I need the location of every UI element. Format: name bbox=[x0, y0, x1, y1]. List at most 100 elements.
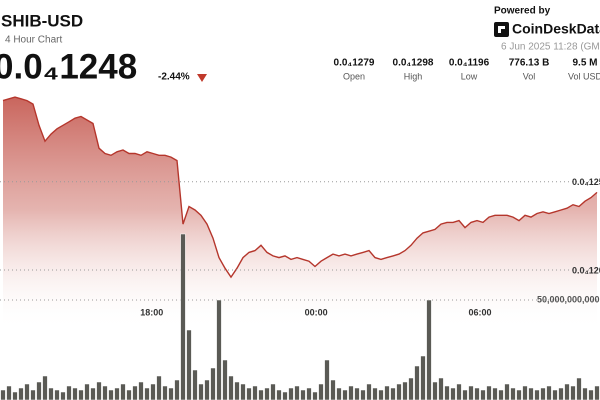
volume-bar bbox=[474, 387, 480, 400]
volume-bar bbox=[432, 381, 438, 400]
volume-bar bbox=[546, 385, 552, 400]
volume-bar bbox=[516, 389, 522, 400]
volume-bar bbox=[192, 369, 198, 400]
volume-bar bbox=[576, 377, 582, 400]
volume-bar bbox=[450, 387, 456, 400]
volume-bar bbox=[396, 383, 402, 400]
volume-bar bbox=[342, 389, 348, 400]
volume-bar bbox=[378, 389, 384, 400]
volume-bar bbox=[210, 367, 216, 400]
volume-bar bbox=[132, 385, 138, 400]
volume-bar bbox=[228, 375, 234, 400]
volume-bar bbox=[84, 383, 90, 400]
stat-value: 0.0₄1279 bbox=[334, 58, 375, 69]
volume-bar bbox=[456, 383, 462, 400]
volume-bar bbox=[168, 387, 174, 400]
volume-bar bbox=[234, 381, 240, 400]
volume-bar bbox=[324, 359, 330, 400]
x-tick-label: 18:00 bbox=[140, 307, 163, 317]
volume-bar bbox=[528, 387, 534, 400]
volume-bar bbox=[90, 387, 96, 400]
subtitle: 4 Hour Chart bbox=[5, 35, 62, 46]
volume-bar bbox=[102, 385, 108, 400]
volume-bar bbox=[96, 381, 102, 400]
volume-bar bbox=[120, 383, 126, 400]
volume-bar bbox=[108, 389, 114, 400]
volume-bar bbox=[30, 389, 36, 400]
volume-bar bbox=[246, 387, 252, 400]
volume-bar bbox=[390, 387, 396, 400]
down-arrow bbox=[197, 74, 207, 82]
volume-bar bbox=[462, 389, 468, 400]
volume-bar bbox=[144, 387, 150, 400]
volume-bar bbox=[240, 383, 246, 400]
stat-label: Low bbox=[461, 71, 478, 81]
volume-bar bbox=[156, 375, 162, 400]
volume-bar bbox=[126, 389, 132, 400]
powered-by: Powered by bbox=[494, 6, 551, 17]
volume-bar bbox=[150, 383, 156, 400]
stat-label: Vol USD bbox=[568, 71, 600, 81]
volume-bar bbox=[408, 377, 414, 400]
stat-label: Open bbox=[343, 71, 365, 81]
price-area bbox=[3, 97, 597, 400]
plot-area: 0.0₄1250.0₄12050,000,000,00012:0018:0000… bbox=[0, 96, 600, 400]
stat-value: 0.0₄1298 bbox=[393, 58, 434, 69]
brand-icon bbox=[494, 22, 509, 37]
stat-label: Vol bbox=[523, 71, 536, 81]
volume-bar bbox=[534, 389, 540, 400]
stat-value: 0.0₄1196 bbox=[449, 58, 490, 69]
volume-bar bbox=[18, 387, 24, 400]
volume-bar bbox=[426, 299, 432, 400]
volume-bar bbox=[486, 385, 492, 400]
volume-bar bbox=[42, 375, 48, 400]
volume-bar bbox=[570, 385, 576, 400]
volume-bar bbox=[522, 385, 528, 400]
volume-bar bbox=[174, 379, 180, 400]
volume-bar bbox=[60, 391, 66, 400]
volume-bar bbox=[336, 387, 342, 400]
volume-bar bbox=[186, 329, 192, 400]
volume-bar bbox=[480, 389, 486, 400]
title: SHIB-USD bbox=[1, 11, 83, 30]
stat-value: 776.13 B bbox=[509, 58, 550, 69]
volume-bar bbox=[414, 365, 420, 400]
volume-bar bbox=[300, 389, 306, 400]
volume-bar bbox=[222, 359, 228, 400]
volume-bar bbox=[204, 379, 210, 400]
price-line bbox=[2, 96, 598, 279]
volume-bar bbox=[312, 391, 318, 400]
volume-bar bbox=[0, 389, 6, 400]
current-price: 0.0₄1248 bbox=[0, 47, 137, 86]
change: -2.44% bbox=[158, 72, 190, 83]
timestamp: 6 Jun 2025 11:28 (GMT) bbox=[501, 42, 600, 53]
volume-bar bbox=[540, 387, 546, 400]
volume-bar bbox=[252, 385, 258, 400]
volume-bar bbox=[420, 355, 426, 400]
volume-bar bbox=[444, 385, 450, 400]
volume-bar bbox=[66, 385, 72, 400]
volume-bar bbox=[180, 233, 186, 400]
volume-bar bbox=[306, 387, 312, 400]
volume-bar bbox=[384, 385, 390, 400]
volume-bar bbox=[264, 387, 270, 400]
volume-bar bbox=[510, 387, 516, 400]
volume-bar bbox=[504, 383, 510, 400]
brand-icon-mark bbox=[498, 26, 505, 33]
volume-bar bbox=[114, 387, 120, 400]
volume-bar bbox=[138, 381, 144, 400]
volume-bar bbox=[552, 389, 558, 400]
volume-bar bbox=[48, 387, 54, 400]
volume-bar bbox=[360, 389, 366, 400]
volume-bar bbox=[330, 379, 336, 400]
volume-bar bbox=[498, 389, 504, 400]
x-tick-label: 00:00 bbox=[305, 307, 328, 317]
volume-bar bbox=[318, 383, 324, 400]
volume-bar bbox=[24, 383, 30, 400]
volume-bar bbox=[582, 387, 588, 400]
volume-bar bbox=[258, 389, 264, 400]
volume-bar bbox=[594, 385, 600, 400]
volume-bar bbox=[216, 299, 222, 400]
